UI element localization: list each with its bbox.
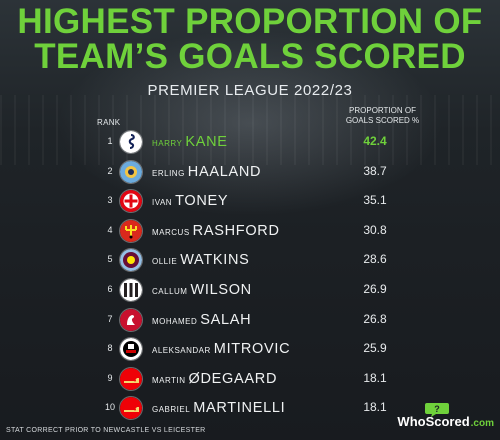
rank-column-header: RANK <box>97 118 121 127</box>
rank-number: 4 <box>107 224 113 235</box>
goal-proportion-value: 30.8 <box>363 222 387 237</box>
table-row: 1 Harry KANE 42.4 <box>0 127 500 157</box>
goal-proportion-value: 25.9 <box>363 341 387 356</box>
player-first-name: Callum <box>152 287 188 296</box>
goal-proportion-value: 35.1 <box>363 193 387 208</box>
aston-villa-badge-icon <box>120 249 142 272</box>
player-last-name: ØDEGAARD <box>188 370 278 387</box>
player-first-name: Martin <box>152 375 186 385</box>
player-last-name: MITROVIC <box>213 341 291 358</box>
player-first-name: Harry <box>152 139 183 148</box>
player-name: Gabriel MARTINELLI <box>152 393 285 423</box>
player-first-name: Gabriel <box>152 405 191 415</box>
player-last-name: WILSON <box>190 282 252 298</box>
brand-name: WhoScored <box>397 414 470 429</box>
player-last-name: RASHFORD <box>192 222 280 239</box>
table-row: 4 Marcus RASHFORD 30.8 <box>0 216 500 246</box>
rank-number: 10 <box>104 402 115 413</box>
player-name: Mohamed SALAH <box>152 305 251 335</box>
arsenal-badge-icon <box>120 397 142 420</box>
rank-number: 2 <box>107 165 113 176</box>
player-last-name: SALAH <box>200 311 252 328</box>
player-first-name: Marcus <box>152 227 190 237</box>
player-first-name: Ivan <box>152 198 173 208</box>
player-first-name: Erling <box>152 168 185 178</box>
goal-proportion-value: 26.8 <box>363 311 387 326</box>
player-name: Ivan TONEY <box>152 186 228 216</box>
liverpool-badge-icon <box>120 308 142 331</box>
svg-text:?: ? <box>434 404 440 414</box>
player-name: Callum WILSON <box>152 275 252 305</box>
rank-number: 1 <box>107 136 113 146</box>
speech-bubble-icon: ? <box>425 403 449 417</box>
title-line-1: HIGHEST PROPORTION OF <box>17 2 483 41</box>
table-row: 7 Mohamed SALAH 26.8 <box>0 305 500 335</box>
table-row: 6 Callum WILSON 26.9 <box>0 275 500 305</box>
value-header-line-1: PROPORTION OF <box>349 106 416 115</box>
title-line-2: TEAM’S GOALS SCORED <box>34 37 466 76</box>
player-first-name: Mohamed <box>152 316 198 326</box>
table-row: 10 Gabriel MARTINELLI 18.1 <box>0 393 500 423</box>
rank-number: 9 <box>107 372 113 383</box>
player-name: Erling HAALAND <box>152 157 261 187</box>
table-row: 2 Erling HAALAND 38.7 <box>0 157 500 187</box>
subtitle: PREMIER LEAGUE 2022/23 <box>147 82 353 99</box>
table-row: 5 Ollie WATKINS 28.6 <box>0 245 500 275</box>
rank-number: 8 <box>107 343 113 354</box>
whoscored-logo: WhoScored .com ? <box>397 403 494 429</box>
rank-number: 3 <box>107 195 113 206</box>
value-header-line-2: GOALS SCORED % <box>345 116 420 125</box>
player-last-name: KANE <box>185 134 228 150</box>
goal-proportion-value: 18.1 <box>363 370 387 385</box>
man-city-badge-icon <box>120 160 142 183</box>
player-name: Marcus RASHFORD <box>152 216 280 246</box>
player-name: Aleksandar MITROVIC <box>152 334 290 364</box>
player-last-name: MARTINELLI <box>193 400 286 417</box>
rank-number: 5 <box>107 254 113 265</box>
player-name: Martin ØDEGAARD <box>152 364 277 394</box>
newcastle-badge-icon <box>120 279 142 301</box>
page-title: HIGHEST PROPORTION OF TEAM’S GOALS SCORE… <box>0 4 500 74</box>
fulham-badge-icon <box>120 338 142 361</box>
footer-note: STAT CORRECT PRIOR TO NEWCASTLE VS LEICE… <box>6 427 206 434</box>
brand-suffix: .com <box>470 418 494 429</box>
arsenal-badge-icon <box>120 367 142 390</box>
man-utd-badge-icon <box>120 219 142 242</box>
goal-proportion-value: 18.1 <box>363 400 387 415</box>
player-name: Harry KANE <box>152 127 228 157</box>
player-name: Ollie WATKINS <box>152 245 250 275</box>
brentford-badge-icon <box>120 190 142 213</box>
goal-proportion-value: 38.7 <box>363 163 387 178</box>
table-row: 8 Aleksandar MITROVIC 25.9 <box>0 334 500 364</box>
player-last-name: WATKINS <box>180 252 250 269</box>
player-first-name: Ollie <box>152 257 178 267</box>
player-first-name: Aleksandar <box>152 346 211 356</box>
player-last-name: HAALAND <box>187 163 262 180</box>
goal-proportion-value: 42.4 <box>363 134 387 148</box>
table-row: 3 Ivan TONEY 35.1 <box>0 186 500 216</box>
goal-proportion-value: 26.9 <box>363 282 387 296</box>
goal-proportion-value: 28.6 <box>363 252 387 267</box>
value-column-header: PROPORTION OF GOALS SCORED % <box>330 106 435 126</box>
spurs-badge-icon <box>120 131 142 153</box>
table-row: 9 Martin ØDEGAARD 18.1 <box>0 364 500 394</box>
rank-number: 7 <box>107 313 113 324</box>
rank-number: 6 <box>107 284 113 294</box>
player-last-name: TONEY <box>175 193 229 210</box>
